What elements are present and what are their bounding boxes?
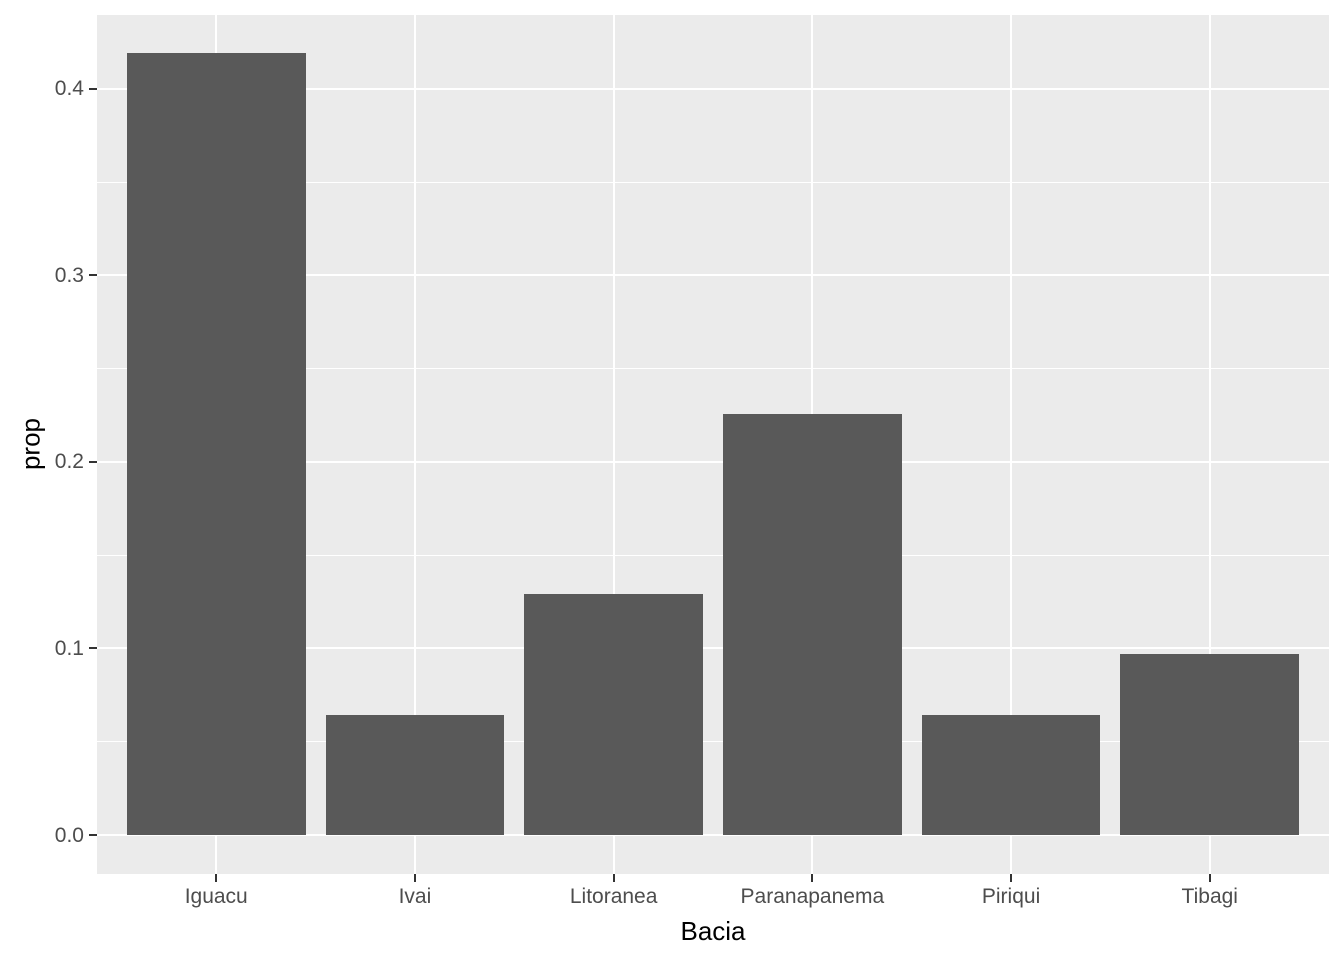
x-axis-tick (1010, 874, 1013, 882)
x-axis-tick-label: Tibagi (1181, 885, 1238, 908)
gridline-y-minor (97, 741, 1329, 743)
bar-ivai (325, 714, 505, 835)
gridline-x-major (612, 15, 615, 874)
y-axis-tick-label: 0.1 (54, 636, 84, 660)
gridline-y-major (97, 647, 1329, 650)
x-axis-tick (811, 874, 814, 882)
x-axis-tick (215, 874, 218, 882)
y-axis-tick-label: 0.4 (54, 77, 84, 101)
x-axis-tick (413, 874, 416, 882)
y-axis-tick (89, 87, 97, 90)
x-axis-tick-label: Paranapanema (740, 885, 885, 908)
x-axis-tick-label: Litoranea (569, 885, 658, 908)
y-axis-tick (89, 647, 97, 650)
y-axis-tick-label: 0.2 (54, 450, 84, 474)
y-axis-tick-label: 0.0 (54, 823, 84, 847)
gridline-y-major (97, 460, 1329, 463)
x-axis-tick (612, 874, 615, 882)
gridline-x-major (1010, 15, 1013, 874)
y-axis-tick (89, 834, 97, 836)
y-axis-tick-label: 0.3 (54, 263, 84, 287)
gridline-x-major (1208, 15, 1211, 874)
gridline-y-major (97, 834, 1329, 836)
x-axis-tick-label: Ivai (398, 885, 432, 908)
bar-iguacu (126, 52, 306, 835)
x-axis-title: Bacia (680, 916, 746, 946)
bar-paranapanema (722, 413, 902, 835)
gridline-y-major (97, 87, 1329, 90)
bar-piriqui (921, 714, 1101, 835)
x-axis-tick-label: Piriqui (981, 885, 1041, 908)
x-axis-tick-label: Iguacu (184, 885, 248, 908)
gridline-y-minor (97, 368, 1329, 370)
x-axis-tick (1208, 874, 1211, 882)
gridline-y-minor (97, 181, 1329, 183)
bar-litoranea (524, 594, 704, 835)
gridline-y-minor (97, 554, 1329, 556)
bar-tibagi (1120, 654, 1300, 835)
y-axis-tick (89, 274, 97, 277)
y-axis-tick (89, 460, 97, 463)
plot-panel (97, 15, 1329, 874)
gridline-x-major (413, 15, 416, 874)
gridline-y-major (97, 274, 1329, 277)
